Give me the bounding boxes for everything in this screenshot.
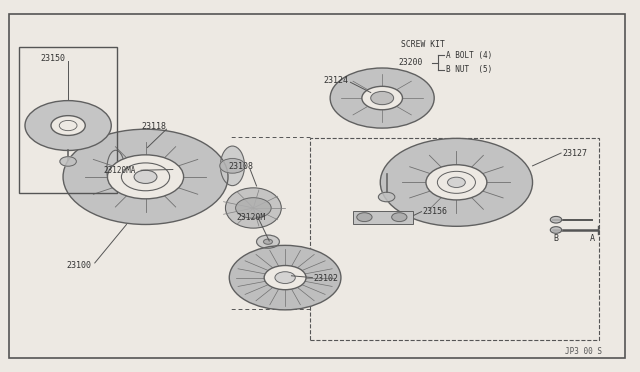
Text: A BOLT (4): A BOLT (4) [446,51,493,60]
Circle shape [437,171,476,193]
Bar [353,211,413,224]
Text: SCREW KIT: SCREW KIT [401,41,445,49]
Bar [19,47,117,193]
Circle shape [362,86,403,110]
Text: 23200: 23200 [398,58,422,67]
Text: JP3 00 S: JP3 00 S [565,347,602,356]
Circle shape [236,198,271,218]
Text: 23120M: 23120M [236,213,266,222]
Circle shape [380,138,532,226]
Text: 23118: 23118 [141,122,166,131]
Text: 23124: 23124 [323,76,348,85]
Text: A: A [590,234,595,243]
Ellipse shape [220,146,244,186]
Circle shape [356,213,372,222]
Circle shape [378,192,395,202]
Text: 23108: 23108 [228,162,253,171]
Circle shape [550,217,562,223]
Circle shape [257,235,280,248]
Text: 23127: 23127 [563,148,588,157]
Circle shape [392,213,407,222]
Text: 23102: 23102 [314,274,339,283]
Circle shape [426,165,487,200]
Circle shape [134,170,157,183]
Circle shape [60,157,76,166]
Circle shape [550,227,562,233]
Circle shape [371,92,394,105]
Circle shape [264,266,306,290]
Circle shape [51,116,85,135]
Bar [310,138,599,340]
Text: 23120MA: 23120MA [103,166,136,175]
Circle shape [108,155,184,199]
Text: 23100: 23100 [66,262,92,270]
Text: 23156: 23156 [423,207,448,216]
Ellipse shape [225,188,282,228]
Text: B NUT  (5): B NUT (5) [446,65,493,74]
Circle shape [122,163,170,191]
Circle shape [60,121,77,131]
Circle shape [229,246,341,310]
Circle shape [275,272,295,283]
Circle shape [220,158,245,173]
Ellipse shape [107,150,125,189]
Text: 23150: 23150 [41,54,66,63]
Circle shape [63,129,228,224]
Circle shape [264,239,273,244]
Text: B: B [554,234,559,243]
Circle shape [25,100,111,150]
Circle shape [330,68,434,128]
Circle shape [447,177,465,187]
